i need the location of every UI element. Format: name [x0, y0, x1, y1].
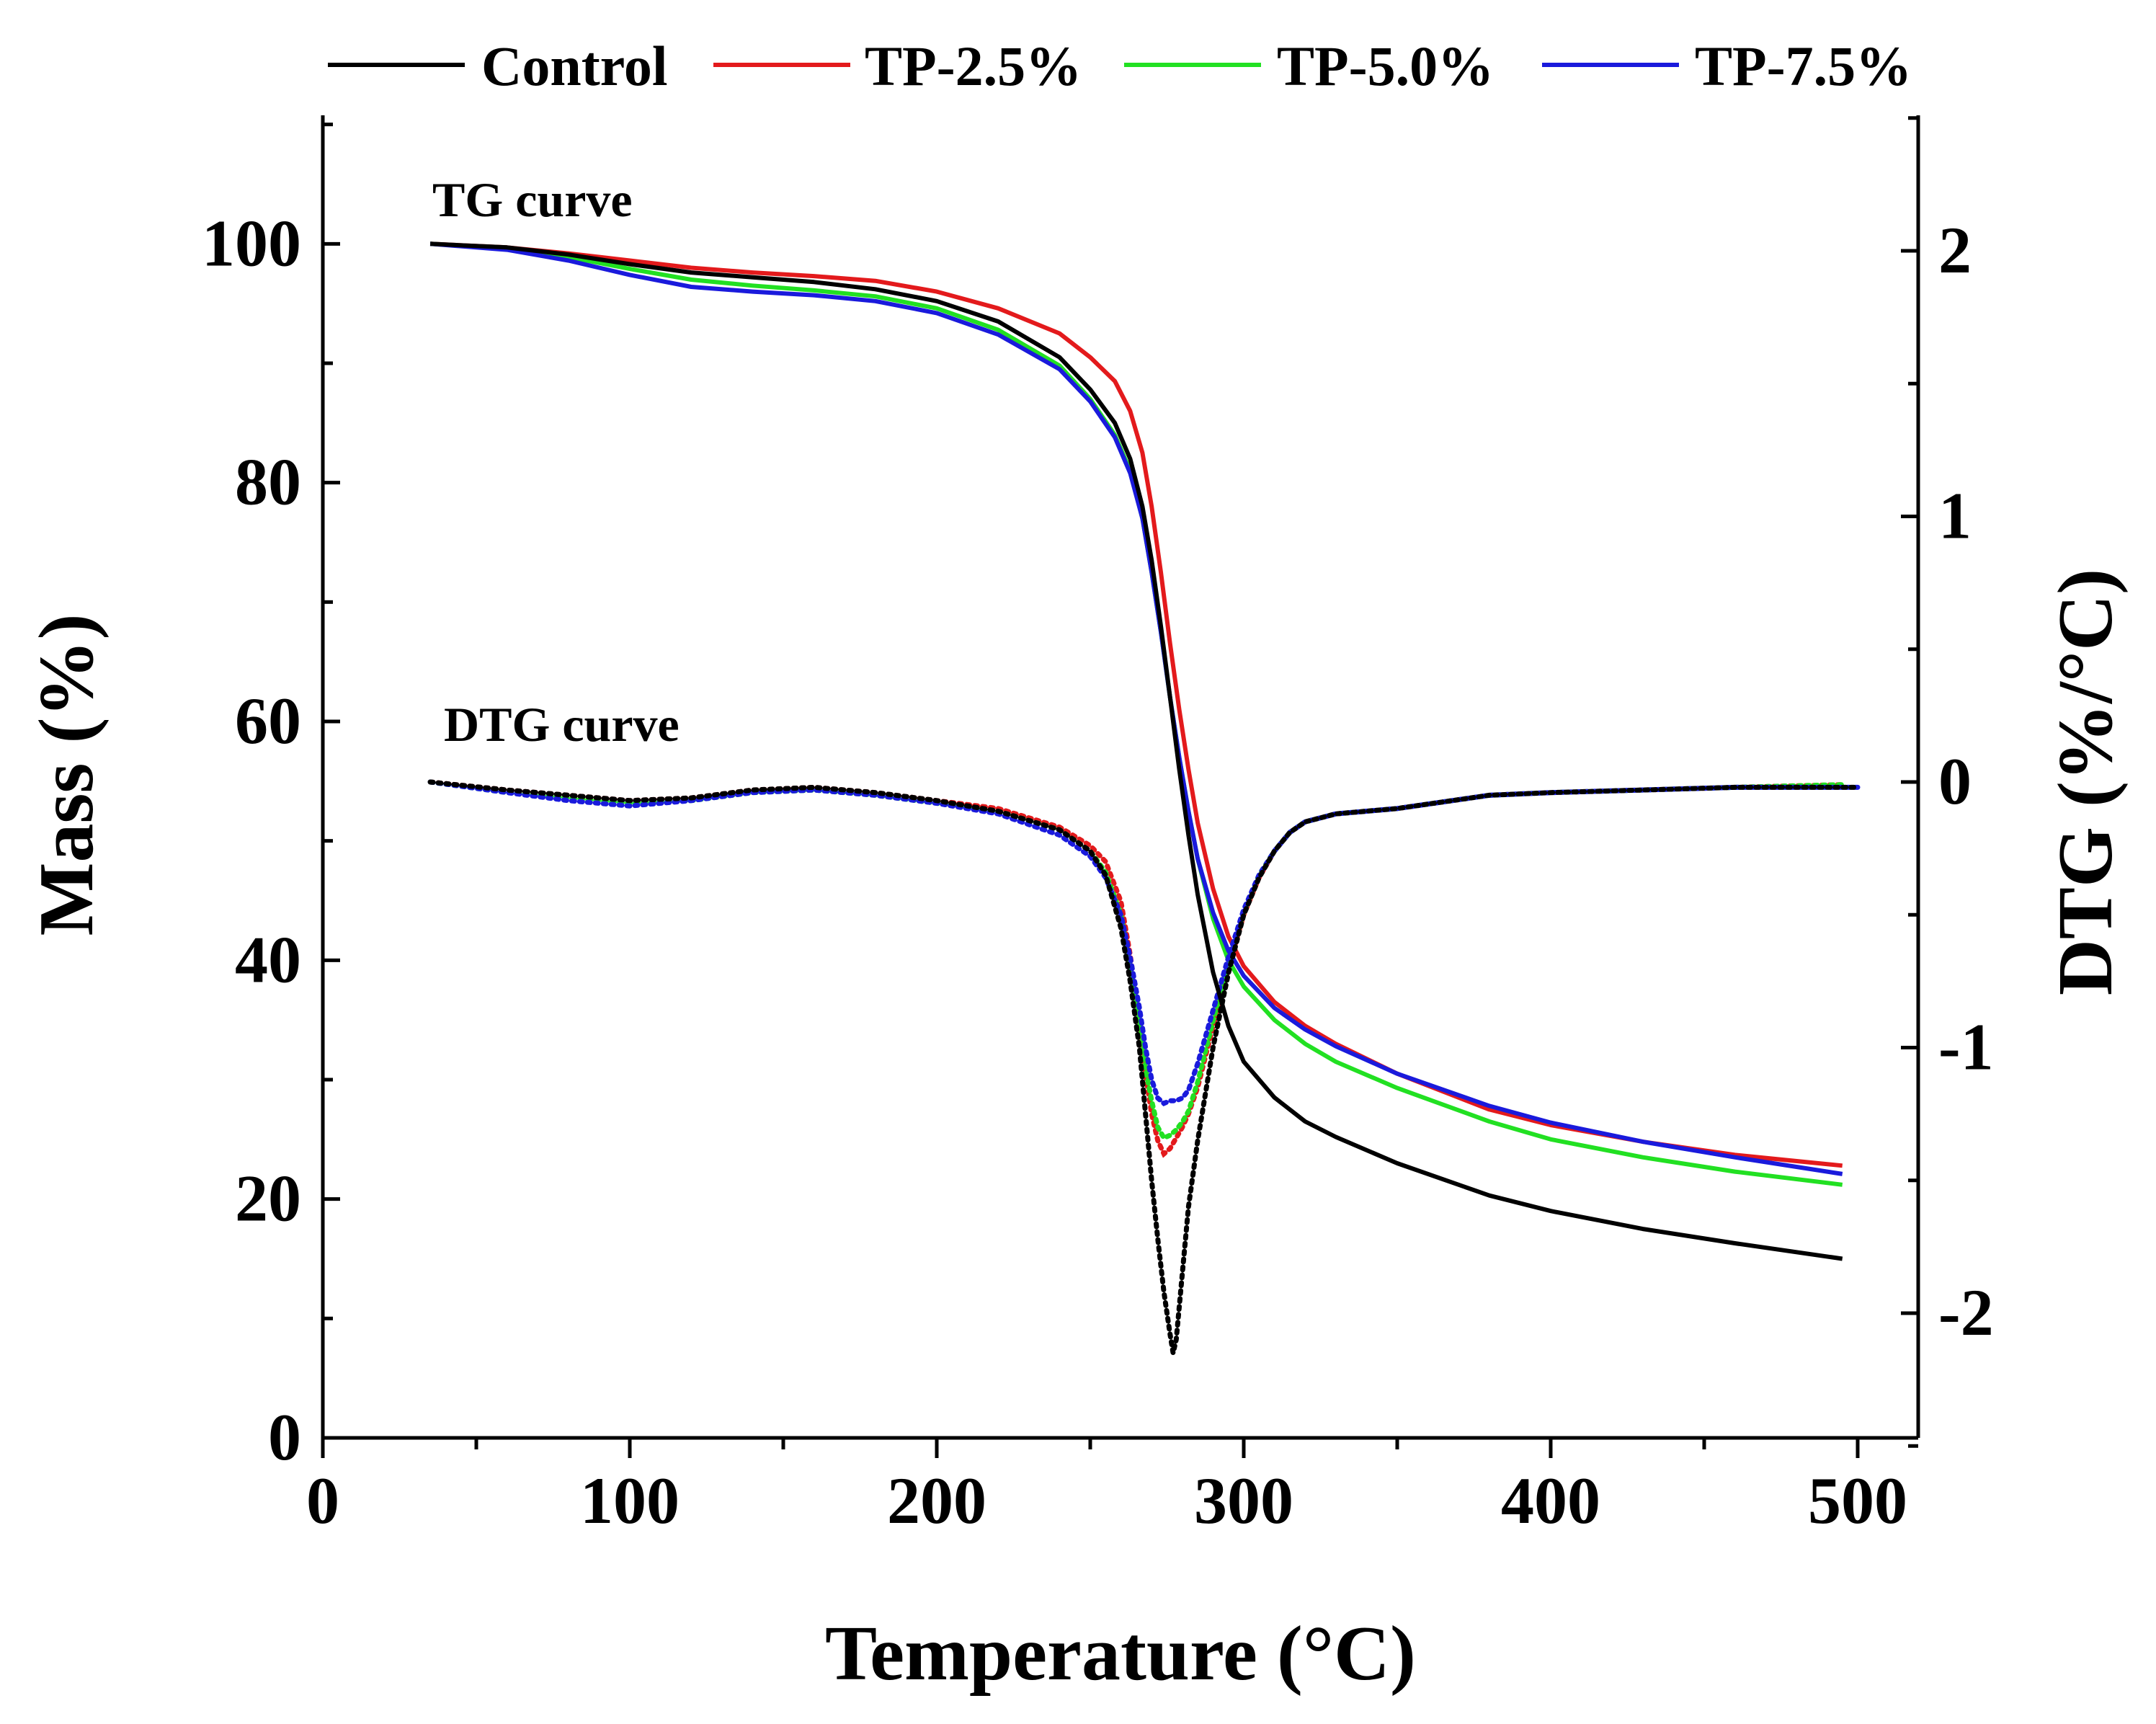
y-axis-left-title: Mass (%): [24, 614, 110, 936]
tg-curve-annotation: TG curve: [432, 172, 633, 227]
y-tick-label: 20: [235, 1162, 301, 1235]
x-tick-label: 300: [1194, 1464, 1293, 1537]
y-tick-label: 60: [235, 684, 301, 757]
axes: [321, 115, 1920, 1440]
y-tick-label: 80: [235, 445, 301, 519]
dtg-line-control: [427, 779, 1861, 1354]
x-tick-label: 100: [580, 1464, 680, 1537]
y-tick-label: 0: [268, 1400, 301, 1474]
dtg-curve-annotation: DTG curve: [444, 697, 680, 752]
y-axis-right-title: DTG (%/°C): [2043, 569, 2129, 995]
y2-tick-label: 2: [1938, 213, 1972, 287]
legend-label-tp-5-0: TP-5.0%: [1277, 35, 1494, 97]
tick-labels: 0 100 200 300 400 500 0 20 40 60 80 100 -2 -1 0 1 2: [202, 206, 1994, 1537]
y2-tick-label: -2: [1938, 1276, 1994, 1349]
x-tick-label: 200: [887, 1464, 986, 1537]
x-axis-title: Temperature (°C): [825, 1611, 1416, 1697]
y-tick-label: 40: [235, 923, 301, 996]
series-layer: [427, 241, 1861, 1354]
tg-line-control: [429, 241, 1843, 1261]
y-tick-label: 100: [202, 206, 301, 280]
x-tick-label: 500: [1808, 1464, 1907, 1537]
legend-label-tp-2-5: TP-2.5%: [865, 35, 1082, 97]
ticks: [321, 116, 1918, 1458]
x-tick-label: 400: [1501, 1464, 1600, 1537]
y2-tick-label: 0: [1938, 745, 1972, 818]
legend: Control TP-2.5% TP-5.0% TP-7.5%: [328, 35, 1912, 97]
legend-label-tp-7-5: TP-7.5%: [1695, 35, 1912, 97]
legend-label-control: Control: [481, 35, 668, 97]
y2-tick-label: -1: [1938, 1010, 1994, 1084]
y2-tick-label: 1: [1938, 479, 1972, 553]
x-tick-label: 0: [306, 1464, 339, 1537]
